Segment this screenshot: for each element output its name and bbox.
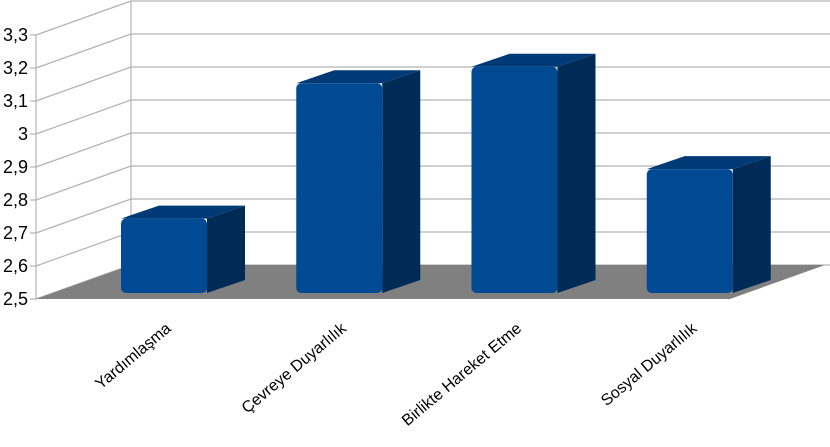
- gridline-wall: [35, 198, 132, 234]
- bar-top-face: [296, 70, 421, 84]
- bar-front-face: [121, 218, 207, 293]
- x-axis-labels: Yardımlaşma Çevreye Duyarlılık Birlikte Ha…: [92, 319, 701, 429]
- gridline-wall: [35, 33, 132, 69]
- bar: [471, 53, 596, 293]
- bar-side-face: [207, 205, 245, 293]
- bar-front-face: [471, 66, 558, 293]
- y-tick-label: 2,6: [3, 256, 28, 276]
- y-tick-label: 3,2: [3, 58, 28, 78]
- gridline-wall: [35, 99, 132, 135]
- gridline-wall: [35, 66, 132, 102]
- bar: [121, 205, 245, 293]
- bar-top-face: [471, 53, 596, 67]
- x-category-label: Birlikte Hareket Etme: [399, 320, 525, 430]
- y-tick-label: 3,3: [3, 25, 28, 45]
- bar-side-face: [557, 53, 596, 293]
- y-axis-ticks: 2,5 2,6 2,7 2,8 2,9 3 3,1 3,2 3,3: [3, 25, 28, 309]
- y-tick-label: 3,1: [3, 91, 28, 111]
- bar-front-face: [646, 169, 733, 293]
- bar: [646, 156, 771, 293]
- bar-side-face: [732, 156, 771, 293]
- y-tick-label: 2,9: [3, 157, 28, 177]
- y-tick-label: 2,7: [3, 223, 28, 243]
- gridline-wall: [35, 165, 132, 201]
- bar-side-face: [382, 70, 421, 293]
- y-tick-label: 3: [18, 124, 28, 144]
- gridline-wall: [35, 231, 132, 267]
- gridline-wall: [35, 0, 132, 36]
- bar-top-face: [646, 156, 771, 170]
- bars-layer: [121, 53, 771, 293]
- bar-top-face: [121, 205, 245, 219]
- x-category-label: Sosyal Duyarlılık: [598, 319, 701, 409]
- x-category-label: Yardımlaşma: [92, 320, 174, 393]
- bar: [296, 70, 421, 293]
- bar-front-face: [296, 83, 383, 293]
- gridline-wall: [35, 132, 132, 168]
- y-tick-label: 2,8: [3, 190, 28, 210]
- x-category-label: Çevreye Duyarlılık: [239, 319, 351, 417]
- y-tick-label: 2,5: [3, 289, 28, 309]
